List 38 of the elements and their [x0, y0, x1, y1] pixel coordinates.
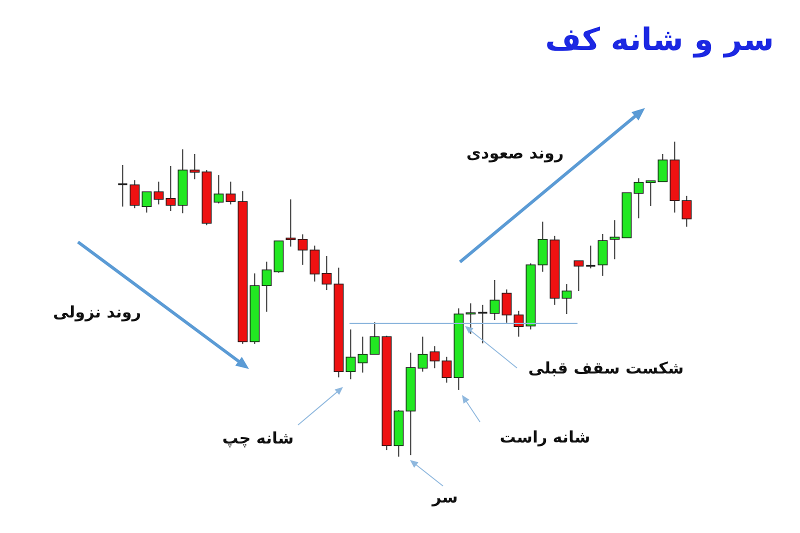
candlestick [574, 260, 584, 292]
candlestick [262, 261, 272, 312]
candlestick [358, 336, 368, 374]
candlestick [214, 174, 224, 204]
annotation: شکست سقف قبلی [528, 358, 684, 378]
annotation: شانه راست [500, 428, 590, 446]
candlestick [117, 164, 128, 208]
candlestick [322, 256, 332, 291]
candlestick [502, 288, 512, 324]
candlestick [430, 346, 440, 369]
annotation: روند صعودی [466, 144, 564, 162]
candlestick [418, 336, 428, 372]
candlestick [634, 178, 644, 219]
candlestick [646, 180, 656, 206]
candlestick [310, 245, 320, 282]
candlestick [298, 234, 308, 266]
candlestick [226, 181, 236, 205]
candlestick [190, 153, 200, 180]
candlestick [286, 198, 296, 248]
candlestick [142, 191, 152, 214]
candlestick [585, 245, 596, 269]
candlestick [658, 153, 668, 182]
candlestick [130, 180, 140, 209]
text: سر [431, 488, 458, 506]
candlestick [562, 284, 572, 315]
candlestick [154, 181, 164, 205]
candlestick [490, 279, 500, 320]
candlestick [477, 304, 488, 344]
candlestick [166, 165, 176, 212]
candlestick [610, 220, 620, 260]
candlestick [370, 322, 380, 355]
candlestick [346, 328, 356, 380]
candlestick [682, 195, 692, 228]
candlestick [442, 356, 452, 384]
annotation: شانه چپ [222, 428, 294, 448]
chart-title: سر و شانه کف [545, 22, 774, 58]
annotation: روند نزولی [52, 302, 142, 322]
candlestick [514, 310, 524, 338]
